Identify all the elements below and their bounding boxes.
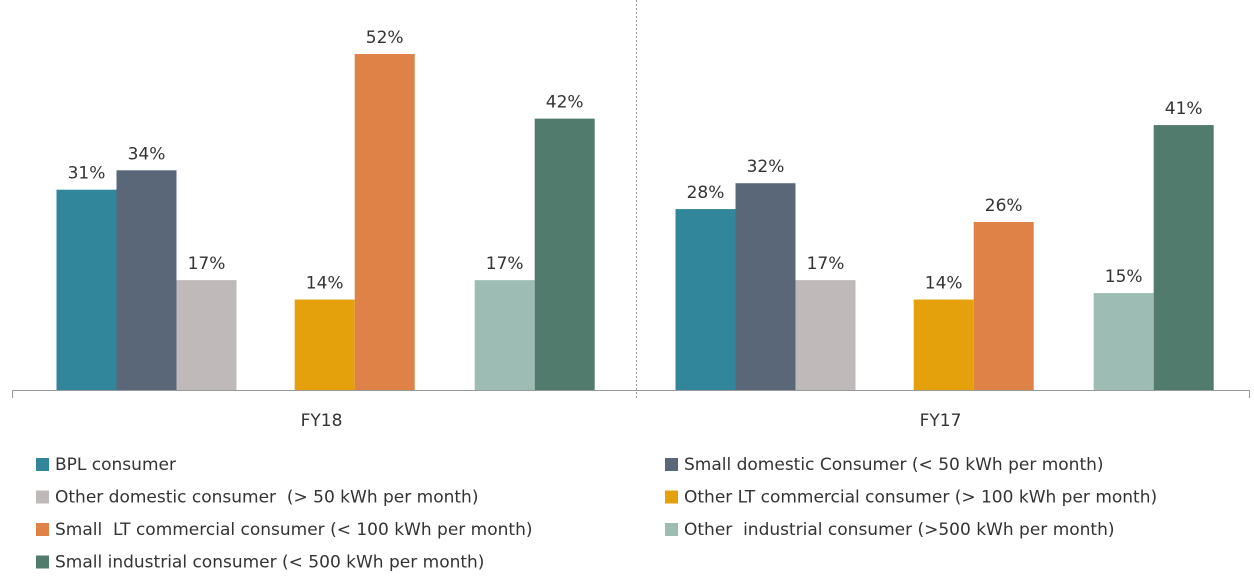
legend-label: Other industrial consumer (>500 kWh per … [684,520,1115,540]
bar [795,280,856,390]
bar [534,118,595,390]
legend-swatch [665,458,678,471]
x-tick-label: FY18 [301,411,343,431]
data-label: 41% [1165,99,1203,119]
data-label: 17% [486,254,524,274]
bar [474,280,535,390]
legend-label: Small industrial consumer (< 500 kWh per… [55,553,484,573]
bar [176,280,237,390]
data-label: 31% [68,164,106,184]
data-label: 14% [306,274,344,294]
legend-label: BPL consumer [55,455,176,475]
bar [735,183,796,390]
data-label: 32% [747,157,785,177]
legend-label: Small LT commercial consumer (< 100 kWh … [55,520,532,540]
bar [1153,125,1214,391]
data-label: 15% [1105,267,1143,287]
legend-swatch [665,523,678,536]
data-label: 28% [687,183,725,203]
bar [294,299,355,390]
bar [675,209,736,390]
bar [973,222,1034,390]
legend-label: Other domestic consumer (> 50 kWh per mo… [55,488,478,508]
data-label: 17% [188,254,226,274]
bar [1093,293,1154,390]
bar [913,299,974,390]
legend-swatch [665,490,678,504]
legend-swatch [36,523,49,536]
bar [116,170,177,390]
data-label: 17% [807,254,845,274]
data-label: 52% [366,28,404,48]
legend-swatch [36,555,49,569]
data-label: 26% [985,196,1023,216]
legend-swatch [36,458,49,471]
data-label: 14% [925,274,963,294]
data-label: 34% [128,144,166,164]
data-label: 42% [546,93,584,113]
legend-label: Other LT commercial consumer (> 100 kWh … [684,488,1157,508]
bar [56,189,117,390]
legend-swatch [36,490,49,504]
bar [354,54,415,390]
legend-label: Small domestic Consumer (< 50 kWh per mo… [684,455,1104,475]
x-tick-label: FY17 [920,411,962,431]
